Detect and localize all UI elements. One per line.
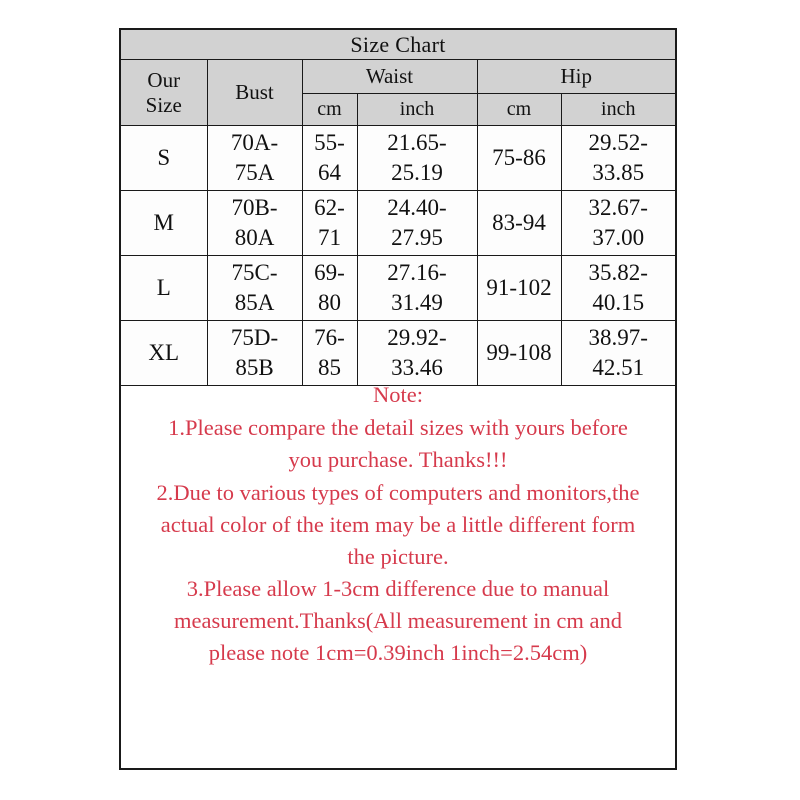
cell-bust: 75D- 85B <box>206 320 303 386</box>
cell-size: S <box>121 125 208 191</box>
cell-waist-cm-line1: 76- <box>314 324 345 350</box>
cell-waist-cm: 62- 71 <box>301 190 358 256</box>
cell-waist-cm-line2: 64 <box>318 160 341 185</box>
cell-hip-cm: 91-102 <box>476 255 562 321</box>
cell-waist-cm-line2: 85 <box>318 355 341 380</box>
size-chart-table: Size Chart Our Size Bust Waist Hip cm in… <box>121 30 676 386</box>
cell-waist-inch: 27.16- 31.49 <box>356 255 478 321</box>
cell-waist-inch-line2: 25.19 <box>391 160 443 185</box>
cell-hip-inch-line2: 40.15 <box>592 290 645 315</box>
table-title: Size Chart <box>121 30 676 60</box>
cell-size: XL <box>121 320 208 386</box>
cell-waist-inch-line1: 24.40- <box>387 194 447 220</box>
header-bust: Bust <box>206 59 303 126</box>
header-our-size-line1: Our <box>147 67 181 92</box>
cell-waist-inch-line2: 27.95 <box>391 225 443 250</box>
cell-hip-cm: 99-108 <box>476 320 562 386</box>
cell-bust-line1: 75C- <box>231 259 278 285</box>
table-row: M 70B- 80A 62- 71 24.40- 27.95 83-94 <box>121 190 676 256</box>
cell-hip-inch: 38.97- 42.51 <box>560 320 676 386</box>
cell-waist-inch-line2: 33.46 <box>391 355 443 380</box>
cell-hip-inch-line1: 38.97- <box>588 324 648 350</box>
note-line-7: measurement.Thanks(All measurement in cm… <box>174 608 622 634</box>
cell-bust-line2: 85B <box>235 355 274 380</box>
cell-hip-inch-line1: 35.82- <box>588 259 648 285</box>
cell-bust-line1: 75D- <box>230 324 279 350</box>
cell-size: M <box>121 190 208 256</box>
cell-hip-cm: 75-86 <box>476 125 562 191</box>
cell-hip-inch-line2: 33.85 <box>592 160 645 185</box>
cell-bust-line2: 85A <box>234 290 275 315</box>
cell-bust-line1: 70A- <box>230 129 279 155</box>
cell-hip-inch-line2: 42.51 <box>592 355 645 380</box>
table-row: S 70A- 75A 55- 64 21.65- 25.19 75-86 <box>121 125 676 191</box>
cell-waist-cm-line2: 80 <box>318 290 341 315</box>
cell-bust: 70A- 75A <box>206 125 303 191</box>
note-line-8: please note 1cm=0.39inch 1inch=2.54cm) <box>208 640 588 666</box>
size-chart-frame: Size Chart Our Size Bust Waist Hip cm in… <box>119 28 677 770</box>
table-title-row: Size Chart <box>121 30 676 60</box>
cell-waist-inch: 24.40- 27.95 <box>356 190 478 256</box>
cell-waist-cm: 76- 85 <box>301 320 358 386</box>
cell-waist-cm: 69- 80 <box>301 255 358 321</box>
header-hip-cm: cm <box>476 93 562 126</box>
cell-bust: 70B- 80A <box>206 190 303 256</box>
note-line-6: 3.Please allow 1-3cm difference due to m… <box>186 576 610 602</box>
cell-waist-inch: 21.65- 25.19 <box>356 125 478 191</box>
cell-waist-cm-line1: 62- <box>314 194 345 220</box>
cell-bust-line1: 70B- <box>231 194 278 220</box>
header-waist-cm: cm <box>302 93 358 126</box>
cell-hip-inch: 35.82- 40.15 <box>560 255 676 321</box>
cell-waist-cm: 55- 64 <box>301 125 358 191</box>
cell-waist-inch-line2: 31.49 <box>391 290 443 315</box>
table-row: L 75C- 85A 69- 80 27.16- 31.49 91-102 <box>121 255 676 321</box>
header-our-size: Our Size <box>121 59 208 126</box>
cell-waist-inch-line1: 21.65- <box>387 129 447 155</box>
header-waist-inch: inch <box>356 93 478 126</box>
cell-waist-inch-line1: 27.16- <box>387 259 447 285</box>
cell-bust-line2: 75A <box>234 160 275 185</box>
cell-waist-cm-line1: 55- <box>314 129 345 155</box>
cell-bust: 75C- 85A <box>206 255 303 321</box>
header-waist: Waist <box>301 59 478 94</box>
cell-hip-cm: 83-94 <box>476 190 562 256</box>
note-line-1: 1.Please compare the detail sizes with y… <box>168 415 628 441</box>
cell-waist-cm-line2: 71 <box>318 225 341 250</box>
note-line-4: actual color of the item may be a little… <box>160 511 636 537</box>
header-hip-inch: inch <box>560 93 676 126</box>
cell-bust-line2: 80A <box>234 225 275 250</box>
cell-size: L <box>121 255 208 321</box>
note-line-2: you purchase. Thanks!!! <box>288 447 508 473</box>
cell-hip-inch-line1: 32.67- <box>588 194 648 220</box>
table-row: XL 75D- 85B 76- 85 29.92- 33.46 99-108 <box>121 320 676 386</box>
cell-waist-cm-line1: 69- <box>314 259 345 285</box>
header-our-size-line2: Size <box>145 92 182 117</box>
header-row-primary: Our Size Bust Waist Hip <box>121 59 676 126</box>
note-line-5: the picture. <box>347 543 449 569</box>
header-hip: Hip <box>476 59 676 94</box>
cell-waist-inch: 29.92- 33.46 <box>356 320 478 386</box>
cell-hip-inch-line2: 37.00 <box>592 225 645 250</box>
notes-section: Note: 1.Please compare the detail sizes … <box>121 379 675 670</box>
notes-heading: Note: <box>373 382 423 407</box>
cell-hip-inch: 29.52- 33.85 <box>560 125 676 191</box>
note-line-3: 2.Due to various types of computers and … <box>156 479 640 505</box>
cell-waist-inch-line1: 29.92- <box>387 324 447 350</box>
cell-hip-inch-line1: 29.52- <box>588 129 648 155</box>
cell-hip-inch: 32.67- 37.00 <box>560 190 676 256</box>
